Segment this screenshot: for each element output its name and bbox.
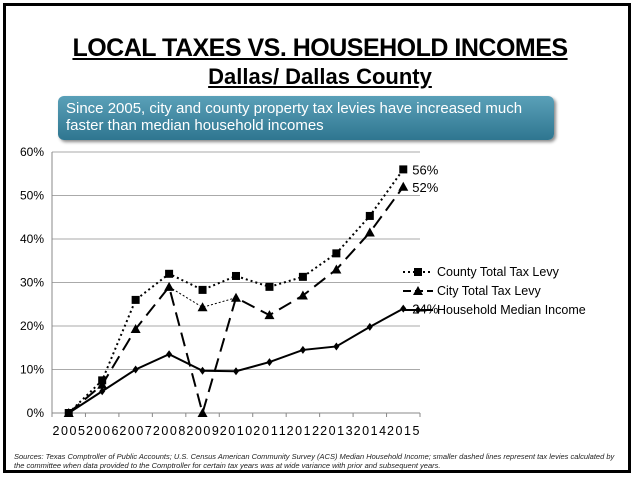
data-point	[399, 165, 408, 174]
y-tick-label: 10%	[20, 363, 44, 377]
y-tick-label: 60%	[20, 145, 44, 159]
alt-series-line	[168, 286, 237, 308]
source-note: Sources: Texas Comptroller of Public Acc…	[14, 452, 615, 470]
x-tick-label: 2008	[153, 424, 186, 438]
data-point	[366, 322, 373, 331]
legend-swatch	[403, 267, 433, 276]
x-tick-label: 2014	[354, 424, 387, 438]
data-point	[97, 379, 108, 389]
x-tick-label: 2009	[186, 424, 219, 438]
data-point	[264, 310, 275, 320]
x-tick-label: 2005	[53, 424, 86, 438]
legend-swatch	[403, 305, 433, 314]
data-point	[165, 269, 174, 278]
legend-label: City Total Tax Levy	[437, 283, 541, 298]
data-point	[232, 271, 240, 280]
data-point	[413, 285, 423, 295]
data-point	[199, 366, 206, 375]
data-point	[233, 367, 239, 376]
data-point	[331, 264, 342, 274]
y-tick-label: 40%	[20, 232, 44, 246]
series-line	[68, 186, 405, 417]
series-household-median-income: 24%	[65, 302, 439, 417]
end-data-label: 56%	[412, 162, 438, 177]
x-tick-label: 2006	[86, 424, 119, 438]
legend: County Total Tax Levy City Total Tax Levy…	[403, 262, 586, 319]
data-point	[398, 181, 409, 191]
data-point	[166, 350, 173, 359]
x-tick-label: 2012	[287, 424, 320, 438]
data-point	[333, 342, 340, 351]
data-point	[332, 249, 341, 258]
legend-label: Household Median Income	[437, 302, 586, 317]
x-tick-label: 2007	[119, 424, 152, 438]
series-line	[68, 307, 404, 414]
y-tick-label: 20%	[20, 319, 44, 333]
data-point	[297, 290, 308, 300]
data-point	[365, 211, 374, 220]
legend-item: Household Median Income	[403, 300, 586, 319]
page-title: LOCAL TAXES VS. HOUSEHOLD INCOMES	[72, 34, 568, 62]
data-point	[130, 324, 141, 334]
data-point	[364, 227, 375, 237]
end-data-label: 52%	[412, 180, 438, 195]
data-point	[131, 295, 140, 304]
data-point	[197, 408, 208, 417]
data-point	[132, 365, 139, 374]
x-tick-label: 2010	[220, 424, 253, 438]
callout-box: Since 2005, city and county property tax…	[58, 96, 554, 140]
legend-item: County Total Tax Levy	[403, 262, 586, 281]
data-point	[65, 409, 72, 417]
data-point	[414, 267, 422, 276]
data-point	[198, 285, 207, 294]
series-county-total-tax-levy: 56%	[64, 162, 439, 417]
x-tick-label: 2011	[253, 424, 286, 438]
y-tick-label: 50%	[20, 189, 44, 203]
legend-swatch	[403, 285, 433, 295]
data-point	[197, 302, 208, 312]
data-point	[415, 305, 421, 314]
data-point	[299, 345, 306, 354]
x-tick-label: 2013	[320, 424, 353, 438]
data-point	[265, 282, 274, 291]
x-tick-label: 2015	[387, 424, 420, 438]
legend-item: City Total Tax Levy	[403, 281, 586, 300]
data-point	[298, 272, 307, 281]
data-point	[231, 292, 241, 302]
data-point	[99, 387, 106, 396]
data-point	[266, 358, 273, 367]
slide-frame	[3, 3, 631, 473]
series-line	[68, 168, 405, 414]
y-tick-label: 30%	[20, 276, 44, 290]
series-city-total-tax-levy: 52%	[63, 180, 439, 417]
legend-label: County Total Tax Levy	[437, 264, 559, 279]
data-point	[164, 281, 175, 291]
y-tick-label: 0%	[27, 406, 45, 420]
page-subtitle: Dallas/ Dallas County	[208, 64, 432, 89]
